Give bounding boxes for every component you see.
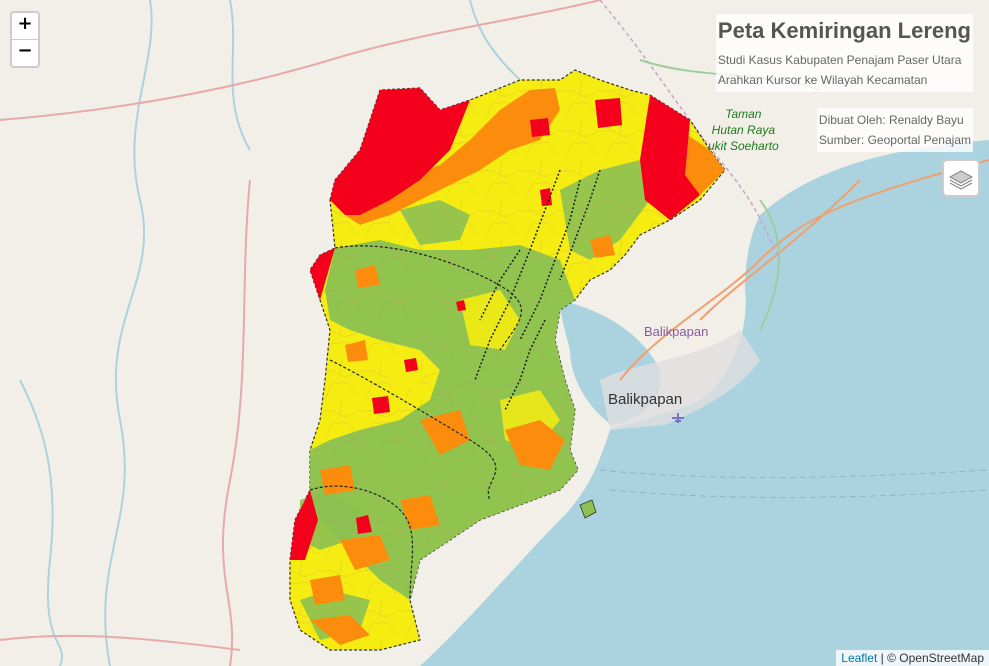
city-label-main: Balikpapan — [608, 391, 683, 408]
park-label-line2: Hutan Raya — [711, 123, 776, 137]
coastal-mangrove — [474, 169, 601, 411]
shipping-lanes — [599, 469, 989, 498]
map-subtitle: Studi Kasus Kabupaten Penajam Paser Utar… — [717, 53, 962, 67]
layers-button[interactable] — [942, 159, 980, 197]
park-label-line1: Taman — [725, 107, 762, 121]
rivers — [19, 0, 521, 666]
map-hint: Arahkan Kursor ke Wilayah Kecamatan — [717, 73, 928, 87]
credit-source: Sumber: Geoportal Penajam — [818, 133, 971, 147]
zoom-control: + − — [10, 11, 40, 68]
park-label: Taman Hutan Raya ukit Soeharto — [708, 106, 779, 154]
layers-icon — [948, 170, 974, 190]
info-panel: Peta Kemiringan Lereng Studi Kasus Kabup… — [715, 14, 973, 92]
urban-area — [600, 330, 760, 430]
zoom-out-button[interactable]: − — [12, 39, 38, 66]
osm-link[interactable]: OpenStreetMap — [899, 651, 984, 665]
attribution-separator: | © — [877, 651, 900, 665]
leaflet-link[interactable]: Leaflet — [841, 651, 878, 665]
credit-author: Dibuat Oleh: Renaldy Bayu — [818, 113, 964, 127]
map-title: Peta Kemiringan Lereng — [717, 18, 971, 43]
park-label-line3: ukit Soeharto — [708, 139, 779, 153]
slope-steep-zone — [330, 88, 470, 215]
zoom-in-button[interactable]: + — [17, 13, 33, 34]
slope-region[interactable] — [289, 69, 726, 651]
airport-icon — [672, 413, 684, 423]
credit-panel: Dibuat Oleh: Renaldy Bayu Sumber: Geopor… — [816, 108, 973, 152]
attribution: Leaflet | © OpenStreetMap — [836, 650, 989, 666]
city-label-upper: Balikpapan — [644, 324, 709, 339]
